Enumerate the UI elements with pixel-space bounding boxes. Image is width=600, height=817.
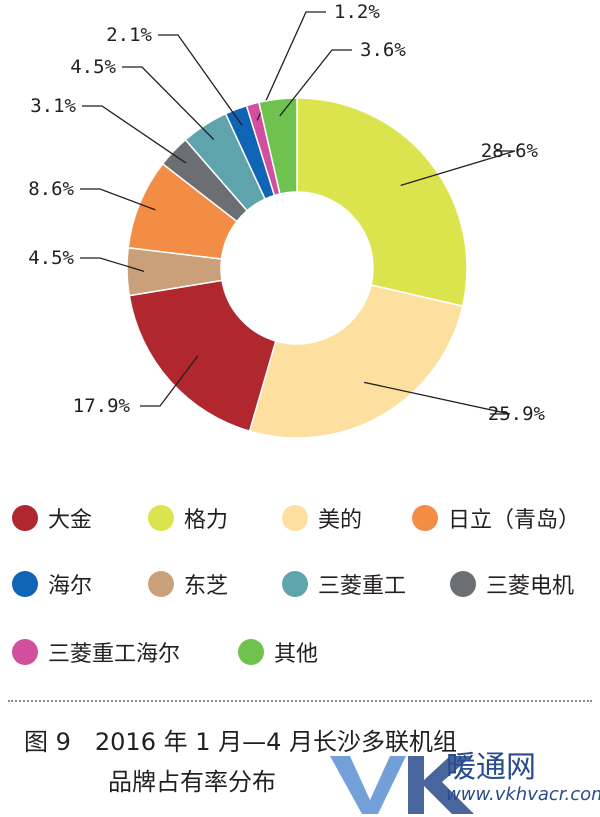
slice-2 [248,284,464,439]
leader-line-2 [364,381,511,415]
watermark-url: www.vkhvacr.com [446,784,600,805]
data-label-8: 2.1% [106,24,152,46]
data-label-6: 3.1% [30,95,76,117]
slice-1 [296,97,468,308]
data-label-4: 4.5% [28,247,74,269]
leader-line-1 [400,150,516,187]
data-label-9: 1.2% [334,1,380,23]
watermark-logo [330,756,474,814]
figure-caption: 图 9 2016 年 1 月—4 月长沙多联机组 品牌占有率分布 [24,722,457,802]
leader-line-6 [82,105,187,164]
divider [8,700,592,702]
data-label-3: 17.9% [73,395,131,417]
slice-10 [257,97,298,195]
donut-chart: 28.6% 25.9% 17.9% 4.5% 8.6% 3.1% 4.5% 2.1% 1.2% 3… [28,1,546,439]
data-label-2: 25.9% [488,403,546,425]
slice-3 [128,279,277,433]
leader-line-3 [140,355,199,407]
data-label-1: 28.6% [481,140,539,162]
data-label-5: 8.6% [28,178,74,200]
leader-line-5 [80,188,156,211]
data-label-7: 4.5% [70,56,116,78]
caption-line-1: 图 9 2016 年 1 月—4 月长沙多联机组 [24,728,458,756]
leader-line-4 [80,257,145,272]
watermark-text: 暖通网 [446,750,536,785]
leader-line-7 [122,66,215,141]
data-label-10: 3.6% [360,39,406,61]
leader-line-8 [158,34,243,126]
caption-line-2: 品牌占有率分布 [108,768,276,796]
leader-line-9 [256,11,326,121]
leader-line-10 [279,49,352,117]
